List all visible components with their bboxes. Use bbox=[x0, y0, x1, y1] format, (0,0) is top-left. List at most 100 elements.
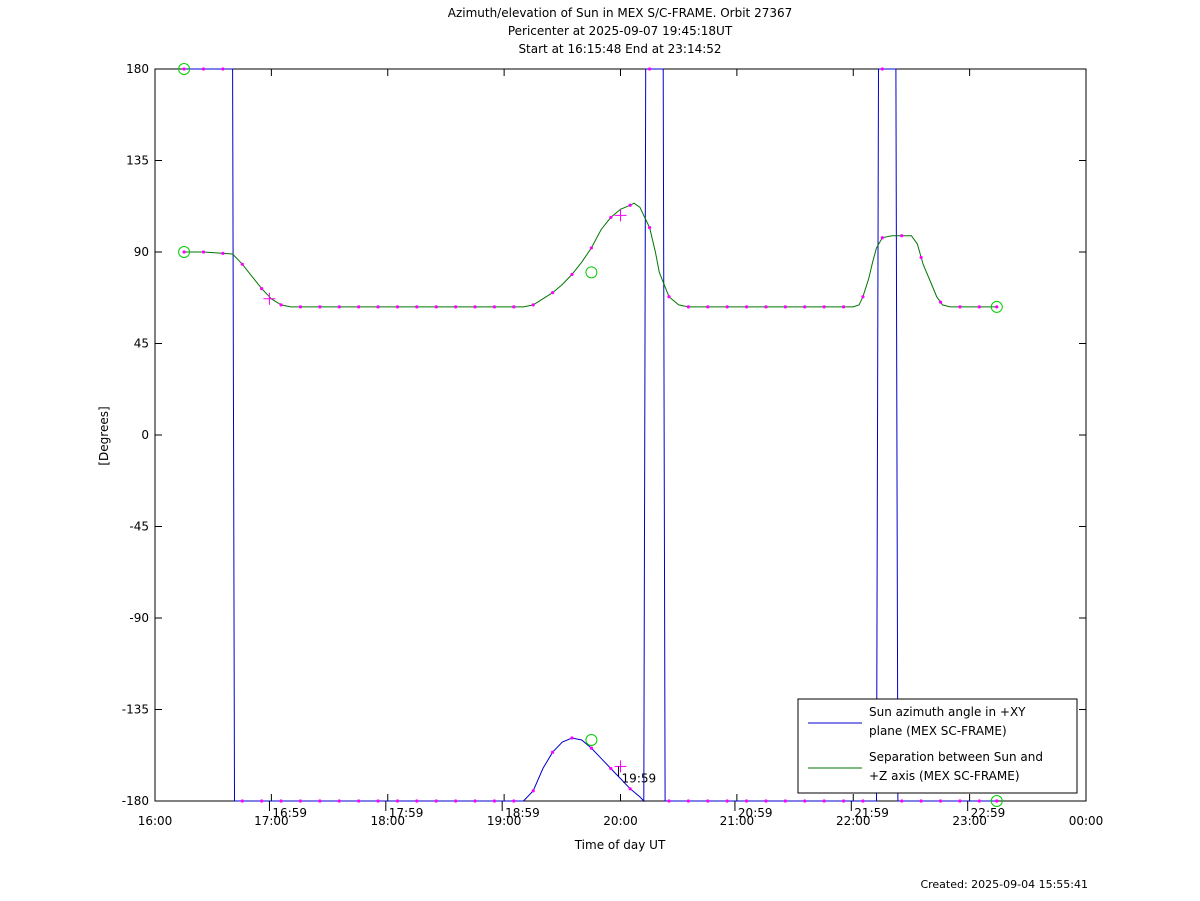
data-point bbox=[551, 750, 555, 754]
series-line-2 bbox=[184, 202, 997, 308]
marker-group bbox=[178, 63, 1003, 807]
data-point bbox=[822, 305, 826, 309]
y-axis-label: [Degrees] bbox=[97, 406, 111, 465]
time-marker-label: 16:59 bbox=[272, 806, 307, 820]
data-point bbox=[841, 305, 846, 309]
data-point bbox=[337, 799, 341, 803]
data-point bbox=[647, 226, 652, 230]
data-point bbox=[357, 305, 361, 309]
data-point bbox=[434, 799, 438, 803]
data-point bbox=[995, 799, 999, 803]
data-point bbox=[279, 799, 283, 803]
data-point bbox=[298, 305, 303, 309]
y-tick-label: -45 bbox=[129, 520, 149, 534]
data-point bbox=[512, 305, 516, 309]
data-point bbox=[454, 799, 458, 803]
data-point bbox=[977, 305, 981, 309]
data-point bbox=[182, 250, 186, 254]
x-tick-label: 23:00 bbox=[952, 814, 987, 828]
data-point bbox=[841, 799, 846, 803]
event-circle bbox=[178, 246, 191, 258]
data-point bbox=[628, 203, 632, 207]
series-line-1 bbox=[184, 68, 997, 803]
data-point bbox=[861, 799, 865, 803]
data-point bbox=[570, 272, 574, 276]
data-point bbox=[531, 303, 535, 307]
x-tick-label: 00:00 bbox=[1069, 814, 1104, 828]
data-point bbox=[492, 305, 497, 309]
x-tick-label: 17:00 bbox=[254, 814, 289, 828]
data-point bbox=[783, 305, 787, 309]
y-axis: 180 135 90 45 0 -45 -90 -135 -180 bbox=[122, 62, 1086, 808]
data-point bbox=[686, 305, 690, 309]
data-point bbox=[473, 799, 477, 803]
data-point bbox=[434, 305, 438, 309]
data-point bbox=[900, 234, 904, 238]
event-circle bbox=[178, 63, 191, 75]
data-point bbox=[744, 305, 749, 309]
data-point bbox=[919, 799, 923, 803]
data-point bbox=[240, 799, 244, 803]
data-point bbox=[512, 799, 516, 803]
title-line: Azimuth/elevation of Sun in MEX S/C-FRAM… bbox=[448, 6, 793, 20]
data-point bbox=[201, 67, 206, 71]
y-tick-label: 135 bbox=[126, 154, 149, 168]
data-point bbox=[589, 746, 594, 750]
legend: Sun azimuth angle in +XY plane (MEX SC-FR… bbox=[797, 698, 1078, 794]
time-marker-label: 17:59 bbox=[389, 806, 424, 820]
plot-area-frame bbox=[154, 68, 1087, 802]
data-point bbox=[880, 67, 884, 71]
data-point bbox=[667, 295, 671, 299]
data-point bbox=[589, 246, 594, 250]
data-point bbox=[415, 305, 419, 309]
data-point bbox=[298, 799, 303, 803]
data-point bbox=[977, 799, 981, 803]
data-point bbox=[318, 305, 322, 309]
data-point bbox=[725, 305, 729, 309]
data-point bbox=[861, 295, 865, 299]
y-tick-label: 45 bbox=[134, 337, 149, 351]
data-point bbox=[764, 799, 768, 803]
data-point bbox=[609, 766, 613, 771]
x-tick-label: 16:00 bbox=[138, 814, 173, 828]
x-axis-label: Time of day UT bbox=[574, 838, 666, 852]
data-point bbox=[551, 291, 555, 295]
x-tick-label: 19:00 bbox=[487, 814, 522, 828]
title-line: Start at 16:15:48 End at 23:14:52 bbox=[518, 42, 721, 56]
data-point bbox=[221, 251, 225, 255]
data-point bbox=[337, 305, 341, 309]
data-point bbox=[357, 799, 361, 803]
x-tick-label: 18:00 bbox=[370, 814, 405, 828]
legend-label: plane (MEX SC-FRAME) bbox=[869, 724, 1007, 738]
data-point bbox=[880, 236, 884, 240]
y-tick-label: 90 bbox=[134, 245, 149, 259]
data-point bbox=[240, 262, 244, 266]
data-point bbox=[938, 300, 943, 304]
time-marker-label: 20:59 bbox=[738, 806, 773, 820]
data-point bbox=[279, 303, 283, 307]
data-point bbox=[395, 799, 400, 803]
data-point bbox=[318, 799, 322, 803]
data-point bbox=[803, 799, 807, 803]
data-point bbox=[570, 736, 574, 740]
data-point bbox=[958, 305, 962, 309]
data-point bbox=[531, 789, 535, 793]
legend-label: Sun azimuth angle in +XY bbox=[869, 705, 1026, 719]
data-point bbox=[609, 215, 613, 220]
data-point bbox=[667, 799, 671, 803]
data-point bbox=[706, 799, 710, 803]
y-tick-label: -135 bbox=[122, 703, 149, 717]
data-point bbox=[395, 305, 400, 309]
data-point bbox=[958, 799, 962, 803]
time-marker-label: 18:59 bbox=[505, 806, 540, 820]
x-tick-label: 22:00 bbox=[836, 814, 871, 828]
event-circle bbox=[585, 266, 598, 279]
data-point bbox=[900, 799, 904, 803]
legend-label: +Z axis (MEX SC-FRAME) bbox=[869, 769, 1020, 783]
data-point bbox=[822, 799, 826, 803]
data-point bbox=[647, 67, 652, 71]
data-point bbox=[376, 799, 380, 803]
data-point bbox=[260, 287, 264, 291]
marker-label-group: 16:59 17:59 18:59 19:59 20:59 21:59 22:59 bbox=[268, 766, 1005, 820]
